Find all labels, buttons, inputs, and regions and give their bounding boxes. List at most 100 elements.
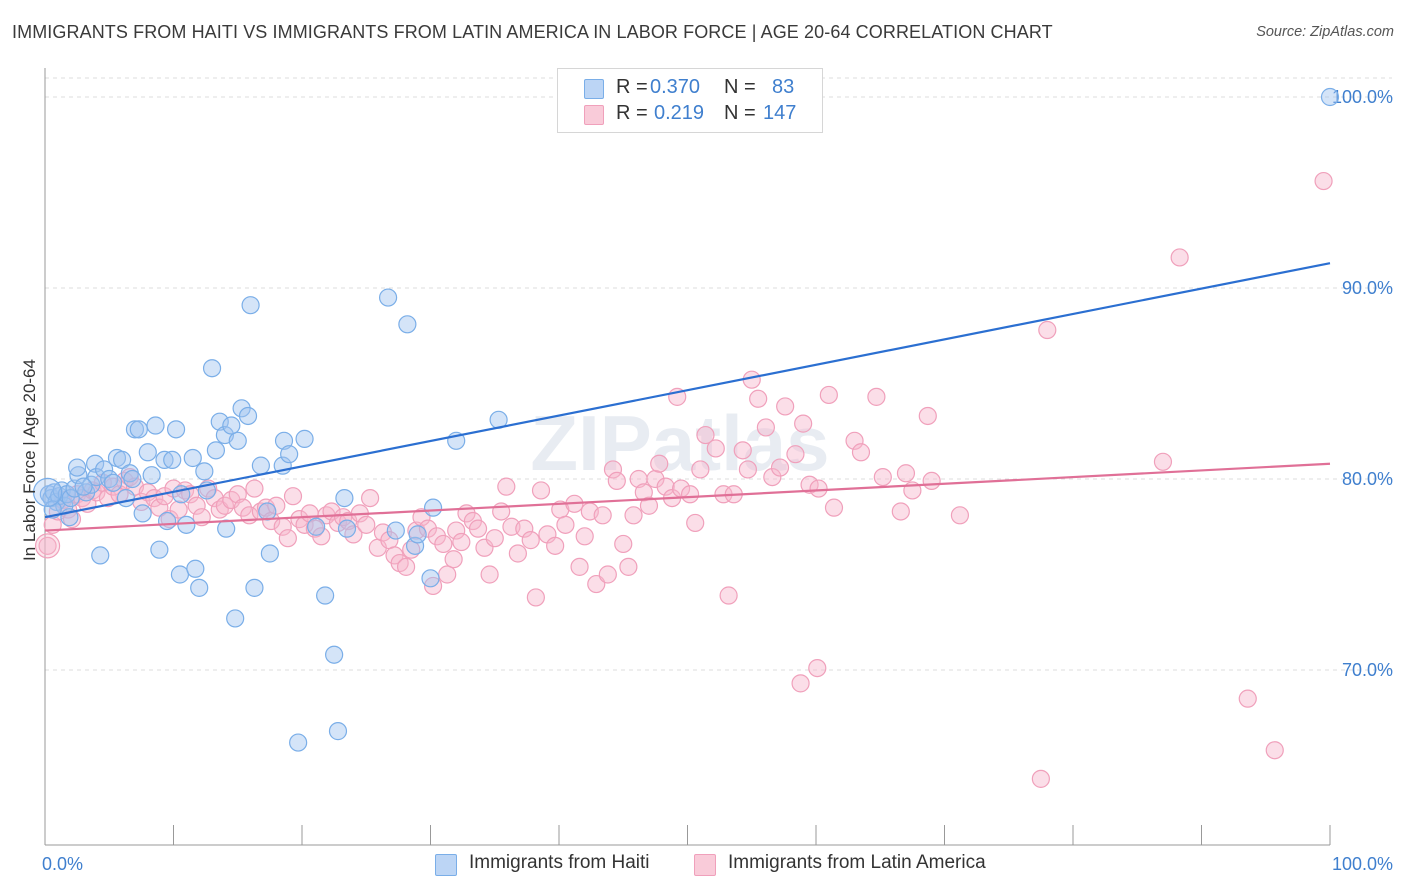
- y-tick-label: 100.0%: [1332, 87, 1393, 107]
- y-tick-label: 80.0%: [1342, 469, 1393, 489]
- point-latin-america: [1314, 171, 1333, 191]
- point-haiti: [170, 565, 190, 584]
- point-haiti: [408, 525, 427, 544]
- point-haiti: [258, 502, 277, 521]
- point-latin-america: [867, 387, 886, 406]
- legend-r-value: 0.370: [650, 76, 701, 98]
- point-latin-america: [763, 467, 782, 487]
- point-latin-america: [521, 531, 540, 550]
- point-latin-america: [922, 471, 941, 491]
- point-latin-america: [738, 460, 757, 479]
- point-latin-america: [656, 477, 675, 496]
- point-haiti: [190, 578, 209, 597]
- point-latin-america: [508, 544, 527, 563]
- point-latin-america: [800, 475, 819, 494]
- point-haiti: [129, 420, 148, 439]
- point-haiti: [307, 517, 326, 536]
- point-latin-america: [290, 510, 309, 529]
- y-tick-label: 70.0%: [1342, 660, 1393, 680]
- bottom-legend-label: Immigrants from Haiti: [469, 852, 650, 873]
- point-latin-america: [824, 498, 844, 517]
- point-haiti: [222, 416, 241, 435]
- point-latin-america: [515, 519, 534, 538]
- point-haiti: [112, 450, 132, 469]
- point-latin-america: [1038, 320, 1057, 340]
- point-latin-america: [438, 565, 457, 584]
- grid-lines: [45, 77, 1392, 671]
- point-latin-america: [62, 510, 82, 529]
- point-latin-america: [776, 397, 795, 416]
- point-haiti: [325, 645, 344, 664]
- point-haiti: [195, 462, 214, 481]
- point-latin-america: [1031, 769, 1050, 788]
- point-latin-america: [873, 467, 892, 487]
- chart-title: IMMIGRANTS FROM HAITI VS IMMIGRANTS FROM…: [12, 22, 1053, 42]
- point-latin-america: [485, 529, 504, 548]
- point-haiti: [289, 733, 308, 752]
- point-haiti: [157, 511, 177, 531]
- point-latin-america: [38, 536, 57, 555]
- bottom-legend-label: Immigrants from Latin America: [728, 852, 986, 873]
- trend-line-haiti: [44, 262, 1331, 519]
- point-haiti: [74, 477, 93, 496]
- x-tick-label: 0.0%: [42, 854, 83, 874]
- point-haiti: [69, 466, 88, 485]
- point-haiti: [1320, 87, 1340, 107]
- legend-row-haiti: R = 0.370 N = 83: [558, 75, 822, 101]
- point-latin-america: [187, 496, 206, 515]
- point-haiti: [217, 519, 236, 538]
- point-haiti: [166, 420, 186, 439]
- legend-n-value: 83: [772, 76, 795, 98]
- point-haiti: [421, 569, 440, 588]
- points-latin-america: [34, 171, 1333, 788]
- point-haiti: [316, 586, 335, 605]
- point-haiti: [150, 540, 169, 559]
- legend-n-label: N =: [724, 76, 756, 98]
- x-tick-label: 100.0%: [1332, 854, 1393, 874]
- point-latin-america: [480, 565, 499, 584]
- point-haiti: [123, 469, 142, 489]
- point-latin-america: [634, 483, 653, 502]
- point-latin-america: [696, 425, 715, 445]
- point-haiti: [386, 521, 405, 540]
- source-credit: Source: ZipAtlas.com: [1256, 24, 1394, 40]
- point-latin-america: [891, 502, 910, 521]
- point-haiti: [202, 359, 222, 378]
- point-latin-america: [950, 506, 970, 525]
- point-latin-america: [646, 469, 665, 489]
- point-haiti: [86, 454, 105, 473]
- point-latin-america: [120, 467, 139, 487]
- point-haiti: [423, 498, 443, 517]
- point-latin-america: [786, 445, 805, 464]
- point-latin-america: [468, 519, 488, 538]
- point-haiti: [274, 431, 294, 450]
- legend-n-label: N =: [724, 102, 756, 124]
- legend-n-value: 147: [763, 102, 797, 124]
- trend-lines: [44, 262, 1331, 532]
- point-latin-america: [607, 471, 626, 491]
- legend-row-latin-america: R = 0.219 N = 147: [558, 101, 822, 127]
- point-haiti: [238, 406, 258, 426]
- points-haiti: [32, 87, 1340, 752]
- point-latin-america: [719, 586, 738, 605]
- point-latin-america: [531, 481, 551, 500]
- point-haiti: [142, 466, 161, 485]
- point-latin-america: [624, 506, 643, 525]
- point-latin-america: [706, 439, 725, 458]
- bottom-legend-swatch-latin-america: [694, 854, 716, 876]
- point-haiti: [295, 429, 314, 448]
- point-latin-america: [845, 431, 864, 450]
- point-haiti: [378, 288, 398, 307]
- point-latin-america: [396, 557, 416, 576]
- point-latin-america: [756, 418, 775, 437]
- point-latin-america: [283, 487, 303, 506]
- point-latin-america: [770, 458, 790, 477]
- point-latin-america: [447, 521, 466, 540]
- point-haiti: [226, 609, 245, 628]
- point-latin-america: [680, 485, 700, 504]
- legend-r-label: R =: [616, 76, 648, 98]
- point-latin-america: [526, 588, 545, 607]
- point-latin-america: [150, 498, 169, 517]
- x-tick-labels: 0.0% 100.0%: [42, 854, 1393, 874]
